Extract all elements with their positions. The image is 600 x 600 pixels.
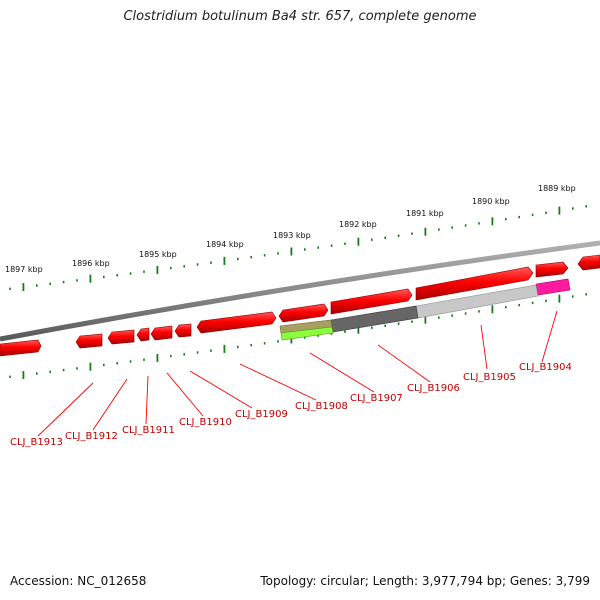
scale-label-1892: 1892 kbp xyxy=(339,220,377,229)
leader-line xyxy=(189,370,253,409)
inner-scale-ticks xyxy=(9,293,588,380)
cds-feature xyxy=(196,311,277,334)
leader-line xyxy=(239,363,317,401)
leader-line xyxy=(309,352,375,393)
gene-label-clj-b1909: CLJ_B1909 xyxy=(235,409,288,420)
gene-label-clj-b1905: CLJ_B1905 xyxy=(463,372,516,383)
cds-feature xyxy=(0,339,42,357)
cds-feature xyxy=(136,327,150,342)
cds-feature xyxy=(577,254,600,271)
cds-feature xyxy=(535,261,569,278)
cds-feature xyxy=(330,288,413,315)
outer-scale-ticks xyxy=(9,205,588,292)
leader-line xyxy=(145,375,149,425)
map-title: Clostridium botulinum Ba4 str. 657, comp… xyxy=(123,9,477,24)
gene-label-clj-b1908: CLJ_B1908 xyxy=(295,401,348,412)
accession-text: Accession: NC_012658 xyxy=(10,574,147,588)
leader-line xyxy=(166,372,204,417)
scale-label-1894: 1894 kbp xyxy=(206,240,244,249)
cds-feature xyxy=(150,325,173,341)
scale-label-1889: 1889 kbp xyxy=(538,184,576,193)
gene-label-clj-b1904: CLJ_B1904 xyxy=(519,362,572,373)
gene-label-clj-b1910: CLJ_B1910 xyxy=(179,417,232,428)
scale-label-1895: 1895 kbp xyxy=(139,250,177,259)
cds-feature xyxy=(278,303,329,323)
leader-line xyxy=(480,324,488,370)
label-leader-lines xyxy=(37,310,558,437)
leader-line xyxy=(92,378,128,431)
gene-label-clj-b1906: CLJ_B1906 xyxy=(407,383,460,394)
backbone-ring xyxy=(0,240,600,342)
gene-label-clj-b1907: CLJ_B1907 xyxy=(350,393,403,404)
leader-line xyxy=(377,344,431,383)
cds-feature xyxy=(75,333,103,349)
cds-feature xyxy=(415,266,534,301)
genome-summary-text: Topology: circular; Length: 3,977,794 bp… xyxy=(260,574,590,588)
scale-label-1890: 1890 kbp xyxy=(472,197,510,206)
green-feature xyxy=(280,326,334,341)
leader-line xyxy=(541,310,558,363)
scale-label-1893: 1893 kbp xyxy=(273,231,311,240)
highlight-features xyxy=(279,278,571,341)
gene-label-clj-b1913: CLJ_B1913 xyxy=(10,437,63,448)
magenta-feature xyxy=(535,278,571,296)
forward-strand-features xyxy=(0,254,600,357)
scale-label-1891: 1891 kbp xyxy=(406,209,444,218)
scale-label-1897: 1897 kbp xyxy=(5,265,43,274)
cds-feature xyxy=(174,323,192,338)
gene-label-clj-b1911: CLJ_B1911 xyxy=(122,425,175,436)
cds-feature xyxy=(107,329,135,345)
leader-line xyxy=(37,382,94,437)
scale-label-1896: 1896 kbp xyxy=(72,259,110,268)
gene-label-clj-b1912: CLJ_B1912 xyxy=(65,431,118,442)
